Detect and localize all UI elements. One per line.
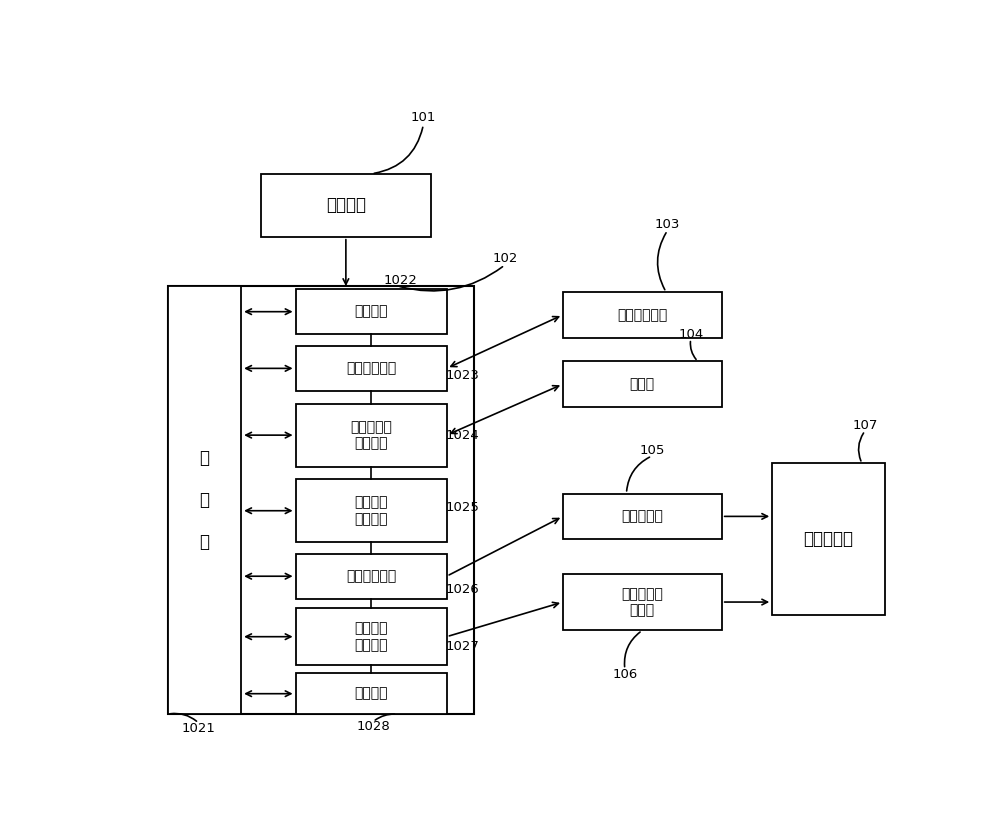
Bar	[296, 403, 447, 466]
Text: 1026: 1026	[445, 583, 479, 596]
Bar	[296, 554, 447, 599]
Text: 1023: 1023	[445, 369, 479, 382]
Text: 时钟同步单元: 时钟同步单元	[346, 362, 396, 375]
Bar	[296, 346, 447, 391]
Bar	[296, 673, 447, 714]
Text: 同步信号接口: 同步信号接口	[617, 308, 667, 321]
Bar	[563, 362, 722, 407]
Text: 1022: 1022	[383, 274, 417, 287]
Text: 107: 107	[852, 419, 878, 432]
Text: 101: 101	[411, 110, 436, 124]
Text: 存

储

器: 存 储 器	[199, 449, 209, 551]
Bar	[168, 285, 474, 714]
Bar	[563, 573, 722, 631]
Text: 106: 106	[612, 668, 638, 681]
Bar	[563, 494, 722, 539]
Bar	[168, 285, 241, 714]
Text: 波形发生单元: 波形发生单元	[346, 569, 396, 583]
Bar	[296, 479, 447, 542]
Text: 1021: 1021	[182, 721, 216, 735]
Text: 通讯单元: 通讯单元	[354, 304, 388, 319]
Text: 档位控制输
出接口: 档位控制输 出接口	[621, 587, 663, 617]
Bar	[296, 289, 447, 335]
Text: 103: 103	[655, 218, 680, 231]
Text: 保护单元: 保护单元	[354, 686, 388, 701]
Text: 数模转换器: 数模转换器	[621, 510, 663, 524]
Text: 1025: 1025	[445, 501, 479, 514]
Bar	[296, 609, 447, 665]
Text: 光网口: 光网口	[630, 377, 655, 391]
Text: 1027: 1027	[445, 640, 479, 653]
Text: 档位控制
逻辑单元: 档位控制 逻辑单元	[354, 622, 388, 652]
Bar	[563, 292, 722, 338]
Text: 104: 104	[678, 328, 703, 341]
Text: 采样值报文
处理单元: 采样值报文 处理单元	[350, 420, 392, 450]
Bar	[772, 464, 885, 614]
Text: 人机接口: 人机接口	[326, 196, 366, 214]
Text: 瞬时误差
校验单元: 瞬时误差 校验单元	[354, 496, 388, 526]
Text: 1024: 1024	[445, 429, 479, 442]
Text: 1028: 1028	[356, 720, 390, 733]
Bar	[261, 173, 431, 236]
Text: 功率放大器: 功率放大器	[803, 530, 853, 548]
Text: 102: 102	[492, 252, 517, 265]
Text: 105: 105	[639, 444, 665, 457]
